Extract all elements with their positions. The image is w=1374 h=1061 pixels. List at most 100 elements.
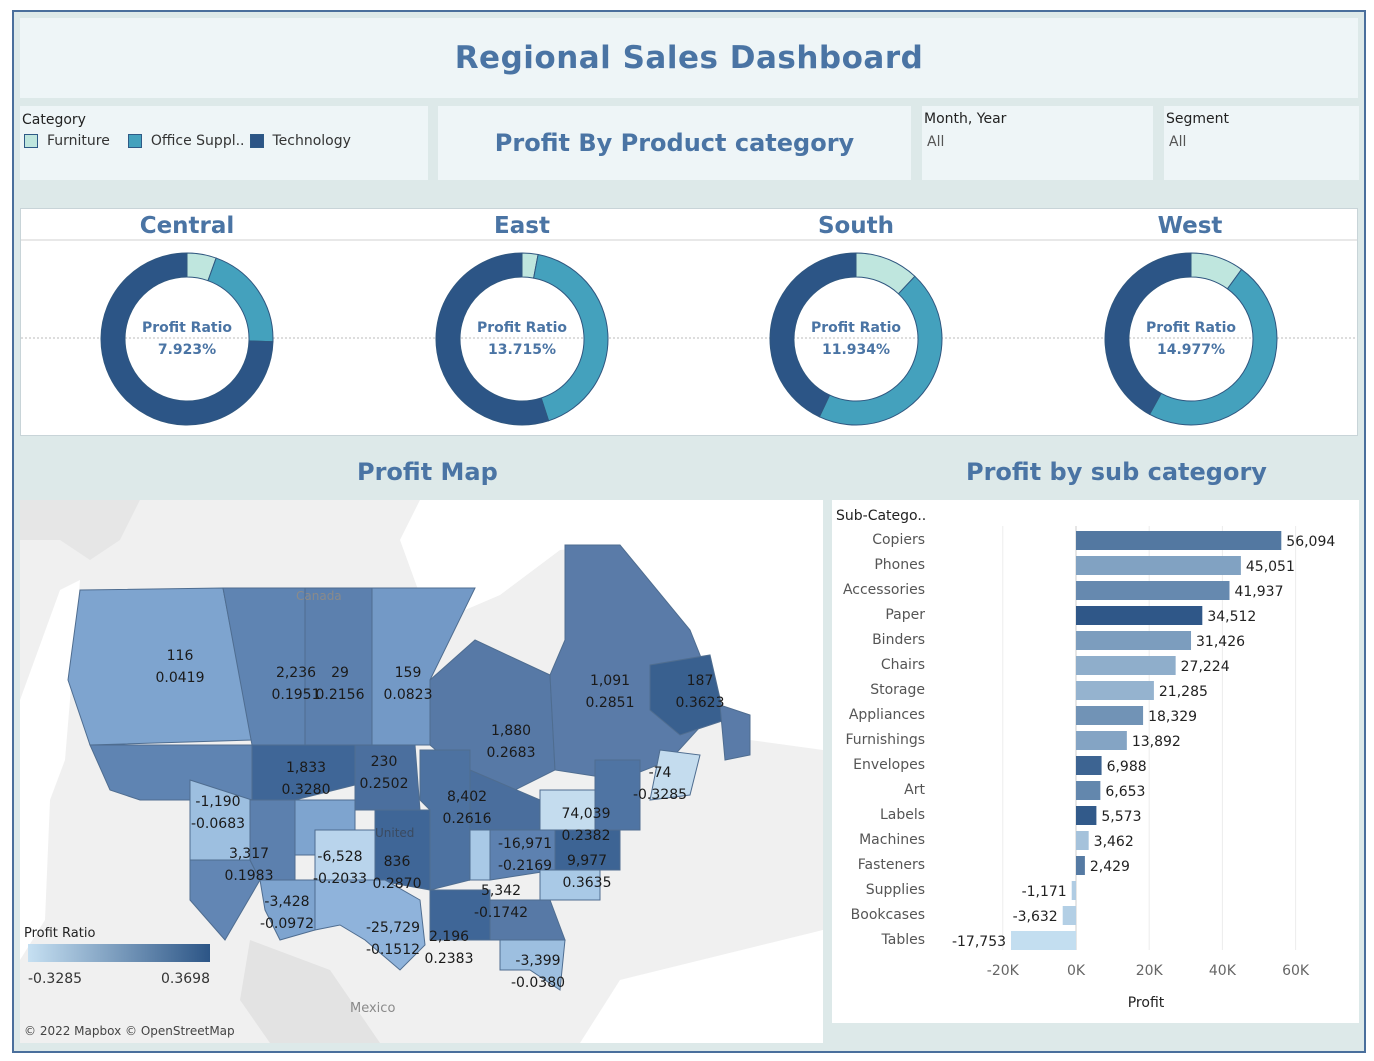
donut-slice-technology[interactable] xyxy=(435,252,550,426)
subcategory-bar-chart[interactable]: Sub-Catego.. Copiers Phones Accessories Pap… xyxy=(832,500,1359,1023)
month-year-filter-value[interactable]: All xyxy=(927,134,945,150)
region-title-east: East xyxy=(494,213,550,239)
donut-slice-office-supplies[interactable] xyxy=(533,253,609,422)
bar-category-label: Paper xyxy=(885,607,925,623)
profit-ratio-label: Profit Ratio xyxy=(1145,320,1237,336)
donut-central[interactable] xyxy=(97,249,277,429)
bar-chart-bars[interactable] xyxy=(1011,531,1282,950)
map-ratio-label: 0.2383 xyxy=(425,951,474,967)
donut-slice-office-supplies[interactable] xyxy=(818,275,943,426)
map-attribution: © 2022 Mapbox © OpenStreetMap xyxy=(24,1024,235,1038)
bar-chart-category-labels: Copiers Phones Accessories Paper Binders Chai… xyxy=(843,532,926,948)
map-profit-label: -3,399 xyxy=(515,953,560,969)
donut-south[interactable] xyxy=(766,249,946,429)
map-profit-label: -16,971 xyxy=(498,836,552,852)
legend-label-office-supplies: Office Suppl.. xyxy=(150,133,245,149)
profit-ratio-value: 7.923% xyxy=(157,342,217,358)
bar-art[interactable] xyxy=(1076,781,1101,800)
map-ratio-label: 0.2851 xyxy=(586,695,635,711)
bar-value-label: 45,051 xyxy=(1246,559,1295,575)
bar-copiers[interactable] xyxy=(1076,531,1282,550)
bar-category-label: Envelopes xyxy=(853,757,925,773)
map-legend-min: -0.3285 xyxy=(28,971,82,987)
segment-filter-value[interactable]: All xyxy=(1169,134,1187,150)
bar-machines[interactable] xyxy=(1076,831,1089,850)
category-legend[interactable]: Category Furniture Office Suppl.. Techno… xyxy=(20,106,428,180)
profit-map-canvas[interactable]: Canada United Mexico 116 0.0419 2,236 0.195… xyxy=(20,500,823,1043)
map-profit-label: -1,190 xyxy=(195,794,240,810)
profit-map[interactable]: Canada United Mexico 116 0.0419 2,236 0.195… xyxy=(20,500,823,1043)
month-year-filter[interactable]: Month, Year All xyxy=(922,106,1153,180)
donut-west[interactable] xyxy=(1101,249,1281,429)
bar-category-label: Machines xyxy=(859,832,925,848)
bar-category-label: Bookcases xyxy=(851,907,925,923)
map-country-label-canada: Canada xyxy=(296,589,342,603)
bar-phones[interactable] xyxy=(1076,556,1241,575)
bar-chart-x-label: Profit xyxy=(1128,995,1165,1011)
bar-value-label: 3,462 xyxy=(1094,834,1134,850)
map-profit-label: 230 xyxy=(371,754,398,770)
bar-binders[interactable] xyxy=(1076,631,1192,650)
bar-value-label: 18,329 xyxy=(1148,709,1197,725)
bar-value-label: 27,224 xyxy=(1181,659,1230,675)
bar-tables[interactable] xyxy=(1011,931,1076,950)
donut-slice-technology[interactable] xyxy=(769,252,857,418)
bar-fasteners[interactable] xyxy=(1076,856,1085,875)
category-legend-label: Category xyxy=(22,112,86,128)
furniture-swatch xyxy=(24,134,38,148)
bar-supplies[interactable] xyxy=(1071,881,1076,900)
region-title-central: Central xyxy=(139,213,235,239)
profit-by-subcategory-chart[interactable]: Sub-Catego.. Copiers Phones Accessories Pap… xyxy=(832,500,1359,1023)
bar-envelopes[interactable] xyxy=(1076,756,1102,775)
bar-value-label: 41,937 xyxy=(1234,584,1283,600)
bar-category-label: Supplies xyxy=(866,882,925,898)
map-ratio-label: 0.2502 xyxy=(360,776,409,792)
region-donut-panel: Central Profit Ratio 7.923% East Profit … xyxy=(20,208,1358,436)
bar-furnishings[interactable] xyxy=(1076,731,1127,750)
map-ratio-label: 0.3623 xyxy=(676,695,725,711)
map-profit-label: 1,091 xyxy=(590,673,630,689)
map-ratio-label: 0.2870 xyxy=(373,876,422,892)
map-value-labels: 116 0.0419 2,236 0.1951 29 0.2156 159 0.0823 1,8… xyxy=(156,648,725,991)
donut-center-central: Profit Ratio 7.923% xyxy=(122,317,252,361)
bar-bookcases[interactable] xyxy=(1062,906,1076,925)
map-profit-label: 159 xyxy=(395,665,422,681)
map-ratio-label: -0.3285 xyxy=(633,787,687,803)
bar-chart-x-ticks: -20K 0K 20K 40K 60K xyxy=(987,963,1310,979)
bar-value-label: 2,429 xyxy=(1090,859,1130,875)
bar-appliances[interactable] xyxy=(1076,706,1144,725)
donut-center-east: Profit Ratio 13.715% xyxy=(457,317,587,361)
bar-category-label: Storage xyxy=(870,682,925,698)
legend-item-furniture[interactable]: Furniture xyxy=(24,133,110,149)
map-ratio-label: -0.1742 xyxy=(474,905,528,921)
legend-item-technology[interactable]: Technology xyxy=(249,133,351,149)
map-profit-label: 3,317 xyxy=(229,846,269,862)
bar-accessories[interactable] xyxy=(1076,581,1230,600)
map-profit-label: 5,342 xyxy=(481,883,521,899)
map-country-label-us: United xyxy=(375,826,414,840)
donut-slice-technology[interactable] xyxy=(1104,252,1192,416)
map-profit-label: -25,729 xyxy=(366,920,420,936)
bar-chairs[interactable] xyxy=(1076,656,1176,675)
bar-category-label: Phones xyxy=(874,557,925,573)
map-profit-label: 836 xyxy=(384,854,411,870)
bar-labels[interactable] xyxy=(1076,806,1097,825)
map-ratio-label: -0.0380 xyxy=(511,975,565,991)
donut-slice-office-supplies[interactable] xyxy=(1148,268,1278,426)
donut-center-west: Profit Ratio 14.977% xyxy=(1126,317,1256,361)
profit-ratio-label: Profit Ratio xyxy=(141,320,233,336)
map-profit-label: 1,880 xyxy=(491,723,531,739)
map-profit-label: 74,039 xyxy=(562,806,611,822)
map-ratio-label: 0.0823 xyxy=(384,687,433,703)
donut-slice-technology[interactable] xyxy=(100,252,274,426)
dashboard-title: Regional Sales Dashboard xyxy=(454,40,924,76)
bar-storage[interactable] xyxy=(1076,681,1154,700)
donut-east[interactable] xyxy=(432,249,612,429)
map-ratio-label: 0.3280 xyxy=(282,782,331,798)
map-profit-label: 2,196 xyxy=(429,929,469,945)
map-ratio-label: -0.1512 xyxy=(366,942,420,958)
bar-paper[interactable] xyxy=(1076,606,1203,625)
profit-by-category-heading: Profit By Product category xyxy=(438,106,911,180)
segment-filter[interactable]: Segment All xyxy=(1164,106,1359,180)
legend-item-office-supplies[interactable]: Office Suppl.. xyxy=(127,133,245,149)
